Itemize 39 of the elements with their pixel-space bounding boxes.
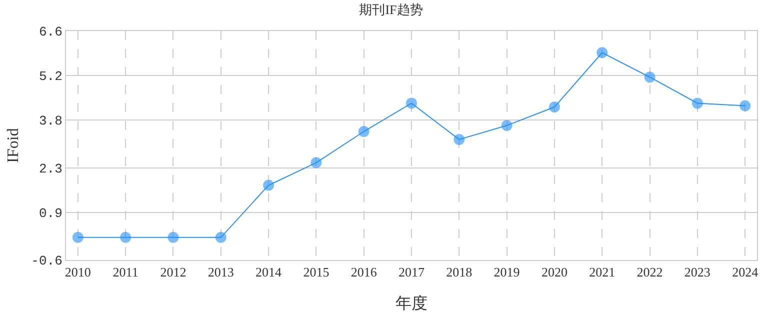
x-tick-label: 2018 — [446, 264, 472, 280]
x-axis-title: 年度 — [396, 294, 428, 312]
x-tick-label: 2016 — [350, 264, 378, 280]
point — [358, 126, 370, 138]
point — [548, 102, 560, 113]
point — [501, 120, 512, 131]
point — [406, 98, 417, 109]
y-tick-label: 2.3 — [38, 161, 62, 176]
point — [310, 157, 322, 168]
x-tick-label: 2012 — [160, 264, 186, 280]
y-tick-label: 0.9 — [38, 206, 62, 221]
y-tick-label: 5.2 — [38, 69, 62, 84]
y-tick-label: 6.6 — [38, 24, 62, 40]
point — [454, 134, 465, 145]
y-tick-label: 3.8 — [38, 114, 62, 129]
point — [740, 100, 751, 112]
point — [72, 232, 84, 243]
point — [596, 47, 608, 58]
x-tick-label: 2023 — [684, 264, 710, 280]
x-tick-label: 2014 — [256, 264, 282, 280]
y-axis-title: IFoid — [5, 128, 22, 163]
x-tick-label: 2011 — [112, 264, 138, 280]
x-tick-label: 2020 — [541, 264, 568, 280]
point — [263, 180, 274, 191]
x-tick-label: 2013 — [208, 264, 234, 280]
x-tick-label: 2017 — [398, 264, 425, 280]
point — [168, 232, 179, 243]
x-tick-label: 2019 — [494, 264, 520, 280]
x-tick-label: 2022 — [636, 264, 663, 280]
chart-title: 期刊IF趋势 — [359, 2, 423, 18]
point — [120, 232, 132, 243]
x-tick-label: 2021 — [589, 264, 616, 280]
x-tick-label: 2010 — [64, 264, 91, 280]
y-tick-label: -0.6 — [31, 254, 62, 269]
point — [215, 232, 226, 243]
x-tick-label: 2024 — [732, 264, 759, 280]
x-tick-label: 2015 — [303, 264, 330, 280]
point — [692, 98, 703, 109]
point — [644, 72, 656, 83]
